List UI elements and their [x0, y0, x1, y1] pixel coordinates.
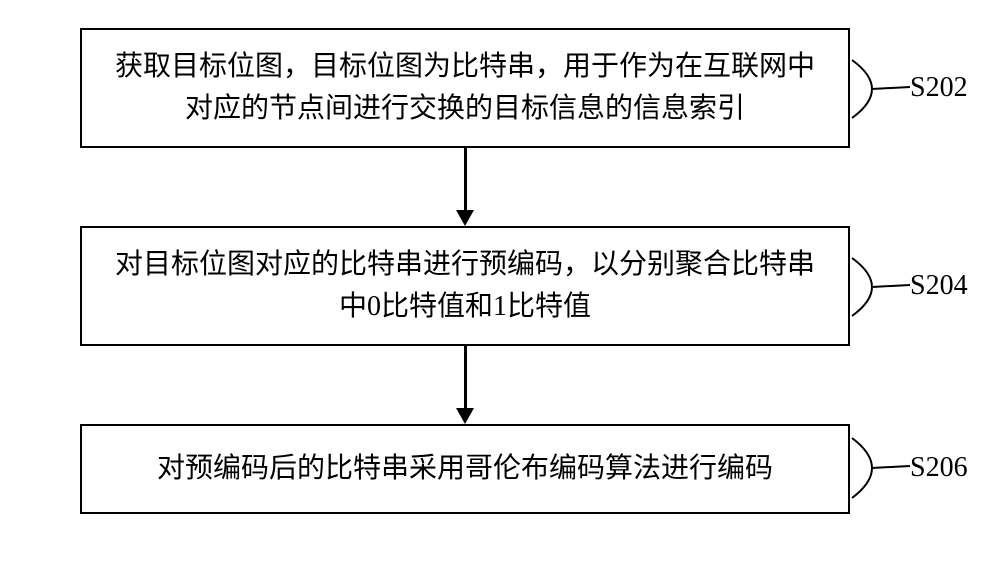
step-text: 对预编码后的比特串采用哥伦布编码算法进行编码: [157, 448, 773, 490]
connector-head-s204-s206: [456, 408, 474, 424]
connector-s202-s204: [464, 148, 467, 210]
step-box-s204: 对目标位图对应的比特串进行预编码，以分别聚合比特串中0比特值和1比特值: [80, 226, 850, 346]
step-label-s206: S206: [910, 452, 968, 484]
step-text: 获取目标位图，目标位图为比特串，用于作为在互联网中对应的节点间进行交换的目标信息…: [102, 46, 828, 130]
label-text: S204: [910, 270, 968, 301]
step-label-s202: S202: [910, 72, 968, 104]
step-text: 对目标位图对应的比特串进行预编码，以分别聚合比特串中0比特值和1比特值: [102, 244, 828, 328]
label-text: S202: [910, 72, 968, 103]
step-label-s204: S204: [910, 270, 968, 302]
step-box-s202: 获取目标位图，目标位图为比特串，用于作为在互联网中对应的节点间进行交换的目标信息…: [80, 28, 850, 148]
label-text: S206: [910, 452, 968, 483]
connector-s204-s206: [464, 346, 467, 408]
flowchart-canvas: 获取目标位图，目标位图为比特串，用于作为在互联网中对应的节点间进行交换的目标信息…: [0, 0, 1000, 572]
connector-head-s202-s204: [456, 210, 474, 226]
step-box-s206: 对预编码后的比特串采用哥伦布编码算法进行编码: [80, 424, 850, 514]
